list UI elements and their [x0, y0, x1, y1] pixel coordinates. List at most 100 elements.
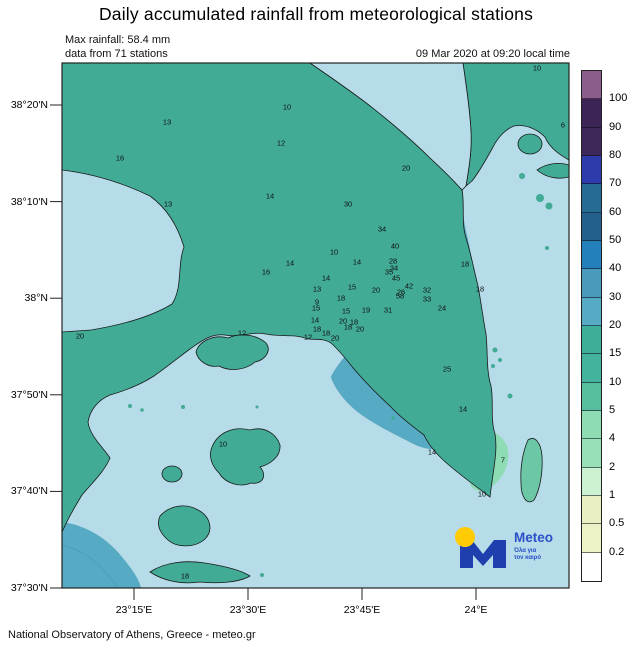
colorbar-segment [582, 524, 601, 553]
station-value: 26 [397, 288, 405, 297]
station-value: 19 [362, 306, 370, 315]
y-axis-label: 38°10'N [10, 195, 48, 208]
meteo-logo: Meteo Όλα για τον καιρό [452, 524, 558, 572]
station-value: 20 [402, 164, 410, 173]
logo-tagline: Όλα για τον καιρό [514, 548, 542, 561]
station-value: 13 [313, 285, 321, 294]
station-value: 15 [342, 307, 350, 316]
colorbar [581, 70, 602, 582]
colorbar-segment [582, 382, 601, 411]
colorbar-segment [582, 212, 601, 241]
station-value: 14 [286, 259, 294, 268]
station-value: 14 [266, 192, 274, 201]
station-value: 18 [337, 294, 345, 303]
station-value: 13 [164, 200, 172, 209]
colorbar-label: 20 [609, 319, 622, 331]
station-value: 13 [163, 118, 171, 127]
y-axis-label: 38°20'N [10, 99, 48, 111]
colorbar-segment [582, 354, 601, 383]
colorbar-segment [582, 467, 601, 496]
colorbar-segment [582, 99, 601, 128]
colorbar-label: 2 [609, 460, 616, 473]
station-value: 20 [356, 325, 364, 334]
station-value: 18 [461, 260, 469, 269]
station-value: 28 [389, 257, 397, 266]
station-count-text: data from 71 stations [65, 48, 168, 60]
station-value: 24 [438, 304, 446, 313]
y-axis-label: 38°N [24, 292, 48, 305]
station-value: 16 [262, 268, 270, 277]
colorbar-label: 10 [609, 375, 622, 388]
contour-line [62, 544, 119, 588]
colorbar-segment [582, 552, 601, 581]
colorbar-label: 4 [609, 432, 616, 445]
colorbar-segment [582, 127, 601, 156]
colorbar-label: 30 [609, 290, 622, 303]
station-value: 12 [238, 329, 246, 338]
station-value: 31 [384, 306, 392, 315]
station-value: 10 [283, 103, 291, 112]
station-value: 25 [443, 365, 451, 374]
station-value: 18 [313, 325, 321, 334]
station-value: 7 [501, 456, 505, 465]
colorbar-label: 90 [609, 120, 622, 133]
map-frame [61, 62, 570, 589]
x-axis-label: 24°E [464, 604, 488, 616]
colorbar-segment [582, 410, 601, 440]
station-value: 14 [459, 405, 467, 414]
x-axis-label: 23°30'E [229, 604, 267, 616]
x-axis-label: 23°15'E [115, 604, 153, 616]
station-value: 10 [478, 490, 486, 499]
small-islets [128, 173, 553, 577]
colorbar-segment [582, 495, 601, 525]
station-value: 45 [392, 274, 400, 283]
colorbar-label: 0.2 [609, 545, 625, 558]
colorbar-label: 0.5 [609, 517, 625, 530]
station-value: 40 [391, 242, 399, 251]
station-value: 14 [322, 274, 330, 283]
station-value: 34 [378, 225, 386, 234]
station-value: 20 [372, 286, 380, 295]
colorbar-segment [582, 297, 601, 326]
station-value: 10 [330, 248, 338, 257]
subtitle-left: Max rainfall: 58.4 mm data from 71 stati… [65, 33, 170, 61]
colorbar-label: 60 [609, 205, 622, 218]
station-value: 58 [396, 292, 404, 301]
station-value: 9 [315, 298, 319, 307]
y-axis-label: 37°40'N [10, 485, 48, 498]
station-value: 14 [311, 316, 319, 325]
station-value: 20 [339, 317, 347, 326]
rain-contour-sw-corner [62, 522, 141, 588]
colorbar-segment [582, 439, 601, 468]
colorbar-segment [582, 325, 601, 355]
colorbar-label: 80 [609, 149, 622, 161]
axis-ticks [50, 104, 477, 600]
station-value: 32 [423, 286, 431, 295]
station-value: 18 [476, 285, 484, 294]
station-value: 18 [322, 329, 330, 338]
station-value: 14 [428, 448, 436, 457]
colorbar-label: 15 [609, 347, 622, 360]
station-value: 42 [405, 282, 413, 291]
station-value: 16 [116, 154, 124, 163]
colorbar-label: 70 [609, 177, 622, 190]
colorbar-segment [582, 240, 601, 270]
attribution-text: National Observatory of Athens, Greece -… [8, 629, 256, 641]
station-value: 15 [312, 304, 320, 313]
logo-m-shape [460, 540, 506, 568]
station-value: 18 [181, 572, 189, 581]
timestamp-text: 09 Mar 2020 at 09:20 local time [415, 48, 570, 60]
y-axis-label: 37°30'N [10, 582, 48, 594]
station-value: 35 [385, 268, 393, 277]
colorbar-label: 40 [609, 262, 622, 275]
station-value: 14 [353, 258, 361, 267]
station-value: 10 [533, 64, 541, 73]
station-value: 20 [331, 334, 339, 343]
meteo-logo-mark [455, 527, 506, 568]
colorbar-label: 100 [609, 92, 628, 105]
colorbar-segment [582, 184, 601, 213]
station-value: 18 [350, 318, 358, 327]
colorbar-label: 5 [609, 404, 616, 416]
